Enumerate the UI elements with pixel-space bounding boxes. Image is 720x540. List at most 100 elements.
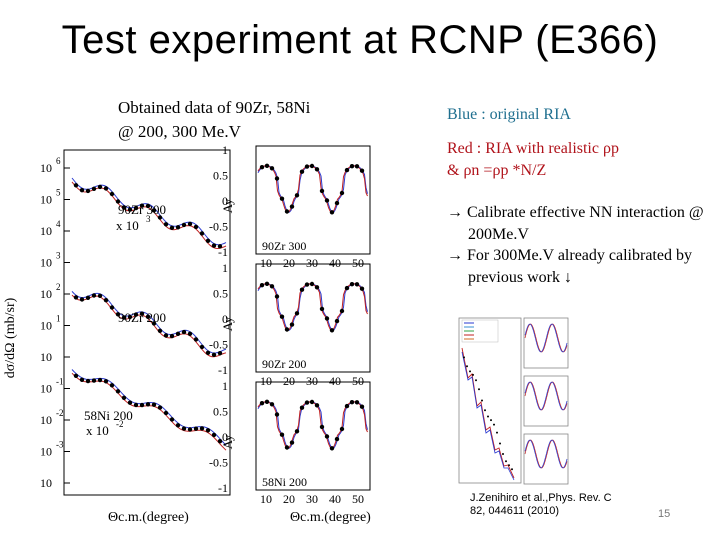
page-number: 15: [658, 508, 671, 520]
ay-data-point: [269, 402, 275, 407]
ay-tick-label: 0: [222, 194, 228, 208]
xs-data-point: [145, 203, 151, 209]
ay-tick-label: 0.5: [213, 405, 228, 419]
xs-data-point: [175, 331, 181, 336]
inset-xs-curve-red: [461, 347, 515, 479]
ay-tick-label: -0.5: [209, 456, 228, 470]
xs-data-point: [157, 328, 163, 333]
inset-data-point: [499, 442, 501, 445]
xs-data-point: [169, 333, 175, 339]
xs-data-point: [97, 293, 103, 298]
ay-data-point: [319, 424, 325, 430]
ay-data-point: [309, 281, 315, 287]
xs-x-axis-label: Θc.m.(degree): [108, 510, 189, 525]
ay-data-point: [299, 169, 305, 174]
ay-data-point: [329, 446, 335, 451]
ay-data-point: [264, 163, 270, 168]
inset-data-point: [511, 468, 513, 471]
xs-tick-label: 10: [40, 382, 52, 396]
ay-data-point: [319, 188, 325, 194]
inset-ay-curve: [524, 381, 568, 411]
ay-data-point: [274, 412, 280, 417]
xs-data-point: [121, 315, 127, 320]
ay-curve: [257, 165, 368, 213]
inset-data-point: [484, 409, 486, 412]
ay-data-point: [314, 403, 320, 408]
xs-data-point: [169, 225, 175, 230]
ay-data-point: [314, 167, 320, 172]
ay-panel-label: 90Zr 200: [262, 357, 306, 371]
xs-tick-label: 10: [40, 413, 52, 427]
ay-data-point: [314, 285, 320, 290]
inset-data-point: [490, 419, 492, 422]
xs-data-point: [199, 426, 205, 431]
inset-xs-curve-blue: [461, 351, 515, 481]
xs-data-point: [121, 205, 127, 210]
ay-data-point: [279, 314, 285, 319]
series-label-ni200: 58Ni 200: [84, 408, 133, 423]
ay-data-point: [304, 400, 310, 405]
series-label-zr200: 90Zr 200: [118, 310, 166, 325]
ay-tick-label: -1: [218, 245, 228, 259]
ay-frame: [255, 145, 371, 255]
xs-tick-label: 10: [40, 287, 52, 301]
notes-list: → Calibrate effective NN interaction @ 2…: [447, 202, 720, 288]
inset-ay-curve: [524, 323, 568, 353]
ay-data-point: [329, 210, 335, 215]
ay-data-point: [259, 165, 265, 170]
ay-data-point: [334, 318, 340, 324]
xs-data-point: [157, 405, 163, 410]
inset-data-point: [478, 388, 480, 391]
ay-data-point: [289, 204, 295, 209]
ay-data-point: [304, 282, 310, 287]
xs-data-point: [205, 350, 211, 355]
ay-data-point: [294, 311, 300, 316]
ay-data-point: [329, 328, 335, 333]
ay-data-point: [264, 281, 270, 286]
ay-tick-label: -1: [218, 363, 228, 377]
ay-x-tick-label: 10: [260, 492, 272, 506]
xs-data-point: [127, 314, 133, 320]
xs-data-point: [73, 295, 79, 300]
xs-tick-label: 10: [40, 445, 52, 459]
xs-tick-exponent: -3: [56, 440, 64, 450]
ay-tick-label: -0.5: [209, 338, 228, 352]
ay-data-point: [344, 285, 350, 291]
inset-data-point: [466, 365, 468, 368]
xs-data-point: [139, 203, 145, 208]
inset-data-point: [481, 399, 483, 402]
xs-tick-exponent: 6: [56, 156, 61, 166]
xs-data-point: [169, 417, 175, 422]
ay-data-point: [264, 399, 270, 404]
inset-ay-curve: [524, 381, 568, 411]
xs-data-point: [199, 344, 205, 350]
xs-data-point: [217, 439, 223, 444]
inset-ay-frame-1: [523, 317, 569, 369]
xs-data-point: [151, 321, 157, 326]
ay-data-point: [334, 436, 340, 442]
reference-citation: J.Zenihiro et al.,Phys. Rev. C 82, 04461…: [470, 492, 612, 518]
series-scale-exp-zr300: 3: [146, 214, 151, 224]
xs-data-point: [115, 199, 121, 204]
ay-x-tick-label: 50: [352, 492, 364, 506]
xs-data-point: [181, 222, 187, 228]
series-label-zr300: 90Zr 300: [118, 202, 166, 217]
xs-y-axis-label: dσ/dΩ (mb/sr): [3, 297, 18, 378]
xs-data-point: [133, 205, 139, 211]
inset-ay-curve: [524, 323, 568, 353]
inset-ay-curve: [524, 439, 568, 469]
xs-data-point: [109, 383, 115, 388]
xs-data-point: [193, 426, 199, 431]
reference-line-1: J.Zenihiro et al.,Phys. Rev. C: [470, 492, 612, 504]
inset-data-point: [472, 373, 474, 376]
ay-panel: Ay 1 0.5 0 -0.5 -1 10 20 30 40 50 58Ni 200: [209, 379, 371, 506]
ay-data-point: [349, 164, 355, 169]
note-item-2: → For 300Me.V already calibrated by prev…: [447, 247, 692, 286]
series-scale-exp-ni200: -2: [116, 419, 124, 429]
xs-data-point: [109, 191, 115, 197]
inset-data-point: [475, 379, 477, 382]
ay-x-tick-label: 20: [283, 492, 295, 506]
blue-legend-note: Blue : original RIA: [447, 106, 571, 123]
xs-data-point: [199, 231, 205, 236]
xs-data-point: [97, 377, 103, 383]
